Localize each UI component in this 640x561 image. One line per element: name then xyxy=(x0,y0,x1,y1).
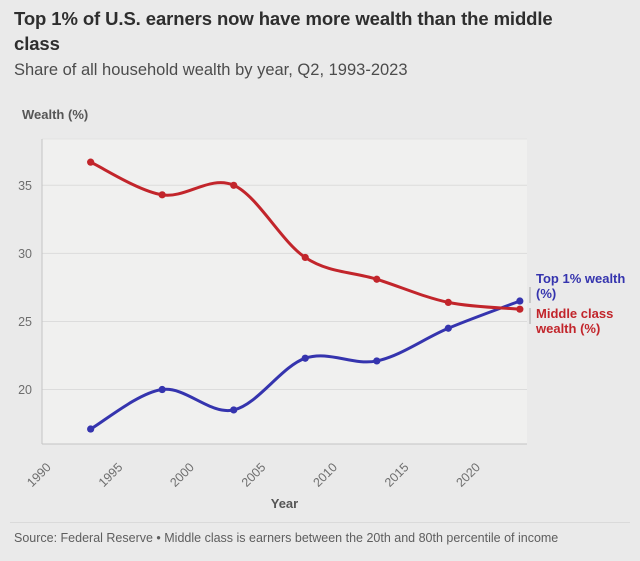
legend-leader-tick-top1 xyxy=(529,287,531,303)
svg-text:2005: 2005 xyxy=(239,460,269,490)
svg-text:2010: 2010 xyxy=(310,460,340,490)
svg-text:1995: 1995 xyxy=(96,460,126,490)
svg-text:2015: 2015 xyxy=(382,460,412,490)
chart-title: Top 1% of U.S. earners now have more wea… xyxy=(14,8,553,54)
wealth-line-chart: 20 25 30 35 1990 1995 2000 2005 2010 2015 2020 xyxy=(18,138,527,490)
svg-text:2000: 2000 xyxy=(167,460,197,490)
svg-text:30: 30 xyxy=(18,247,32,261)
x-axis: 1990 1995 2000 2005 2010 2015 2020 xyxy=(24,443,527,490)
chart-subtitle: Share of all household wealth by year, Q… xyxy=(14,61,408,79)
y-axis: 20 25 30 35 xyxy=(18,138,527,444)
svg-text:25: 25 xyxy=(18,315,32,329)
svg-text:35: 35 xyxy=(18,179,32,193)
source-note: Source: Federal Reserve • Middle class i… xyxy=(14,531,559,545)
legend-label-top1-wealth: Top 1% wealth (%) xyxy=(536,271,626,301)
plot-area xyxy=(42,139,527,444)
series-middle-class-wealth xyxy=(87,158,524,313)
svg-text:1990: 1990 xyxy=(24,460,54,490)
y-axis-label: Wealth (%) xyxy=(22,107,89,122)
series-top-1-wealth xyxy=(87,297,524,433)
legend-label-middle-class-wealth: Middle class wealth (%) xyxy=(536,306,614,336)
legend: Top 1% wealth (%) Middle class wealth (%… xyxy=(529,271,635,336)
svg-text:20: 20 xyxy=(18,383,32,397)
svg-text:2020: 2020 xyxy=(453,460,483,490)
footer-divider xyxy=(10,522,630,523)
x-axis-label: Year xyxy=(270,496,299,511)
legend-leader-tick-middle xyxy=(529,308,531,324)
